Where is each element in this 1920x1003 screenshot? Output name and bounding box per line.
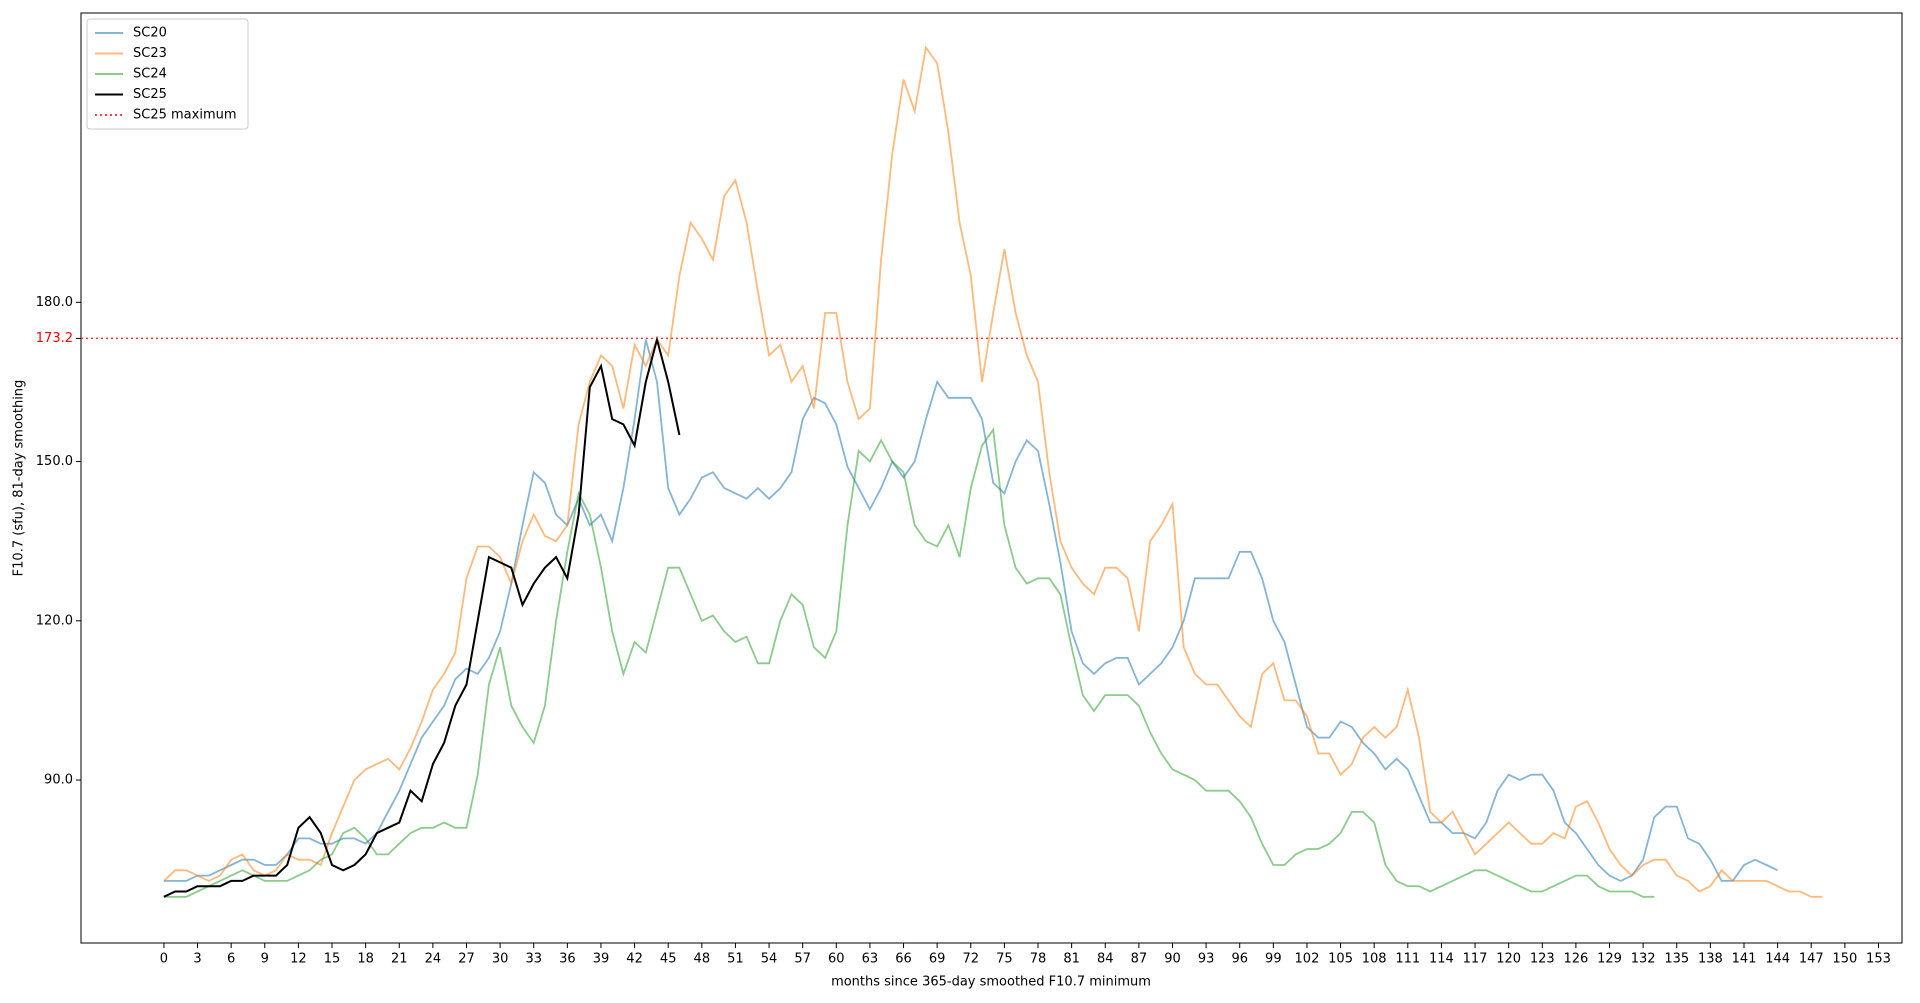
x-tick-label: 102 [1295,952,1320,967]
x-tick-label: 9 [261,952,269,967]
x-tick-label: 138 [1698,952,1723,967]
x-tick-label: 87 [1131,952,1148,967]
x-tick-label: 117 [1463,952,1488,967]
y-tick-label: 120.0 [36,613,73,628]
x-tick-label: 3 [193,952,201,967]
x-tick-label: 144 [1765,952,1790,967]
legend-box [86,18,249,130]
x-tick-label: 132 [1631,952,1656,967]
x-tick-label: 114 [1429,952,1454,967]
legend: SC20 SC23 SC24 SC25 SC25 maximum [86,18,249,130]
x-tick-label: 12 [290,952,307,967]
x-tick-label: 81 [1063,952,1080,967]
legend-label: SC20 [133,26,167,41]
x-tick-label: 135 [1664,952,1689,967]
x-tick-label: 93 [1198,952,1215,967]
x-tick-label: 57 [794,952,811,967]
y-axis-label: F10.7 (sfu), 81-day smoothing [12,380,27,577]
x-tick-label: 27 [458,952,475,967]
y-tick-label: 90.0 [44,773,73,788]
x-tick-label: 54 [761,952,778,967]
x-tick-label: 66 [895,952,912,967]
x-axis-label: months since 365-day smoothed F10.7 mini… [831,975,1151,990]
x-tick-label: 39 [593,952,610,967]
x-tick-label: 123 [1530,952,1555,967]
legend-label: SC24 [133,67,167,82]
legend-label: SC25 maximum [133,108,237,123]
y-tick-label: 150.0 [36,454,73,469]
legend-label: SC23 [133,46,167,61]
x-tick-label: 69 [929,952,946,967]
x-tick-label: 129 [1597,952,1622,967]
series-line [163,45,1823,898]
x-tick-label: 75 [996,952,1013,967]
series-line [163,335,681,898]
x-tick-label: 153 [1866,952,1891,967]
x-tick-label: 33 [525,952,542,967]
x-tick-label: 150 [1832,952,1857,967]
x-tick-label: 42 [626,952,643,967]
x-tick-label: 96 [1231,952,1248,967]
x-tick-label: 105 [1328,952,1353,967]
series-line [163,339,1778,882]
x-tick-label: 108 [1362,952,1387,967]
x-tick-label: 147 [1799,952,1824,967]
x-tick-label: 15 [324,952,341,967]
x-tick-label: 30 [492,952,509,967]
series-line [163,427,1655,898]
x-tick-label: 63 [862,952,879,967]
x-tick-label: 111 [1395,952,1420,967]
x-tick-label: 99 [1265,952,1282,967]
x-tick-label: 141 [1732,952,1757,967]
x-tick-label: 84 [1097,952,1114,967]
x-tick-label: 51 [727,952,744,967]
x-tick-label: 78 [1030,952,1047,967]
x-tick-label: 18 [357,952,374,967]
x-tick-label: 0 [160,952,168,967]
x-tick-label: 6 [227,952,235,967]
y-tick-label: 173.2 [36,331,73,346]
y-tick-label: 180.0 [36,295,73,310]
x-tick-label: 21 [391,952,408,967]
x-tick-label: 90 [1164,952,1181,967]
x-tick-label: 120 [1496,952,1521,967]
x-tick-label: 45 [660,952,677,967]
plot-area [80,12,1903,944]
x-tick-label: 24 [425,952,442,967]
x-tick-label: 36 [559,952,576,967]
x-tick-label: 126 [1563,952,1588,967]
x-tick-label: 60 [828,952,845,967]
x-tick-label: 48 [694,952,711,967]
x-tick-label: 72 [962,952,979,967]
legend-label: SC25 [133,87,167,102]
